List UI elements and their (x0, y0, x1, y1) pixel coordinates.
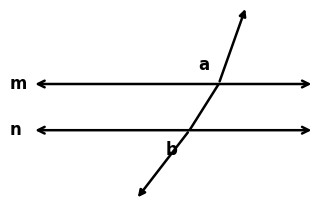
Text: n: n (10, 121, 21, 139)
Text: m: m (10, 75, 27, 93)
Text: a: a (199, 55, 210, 74)
Text: b: b (166, 141, 178, 159)
